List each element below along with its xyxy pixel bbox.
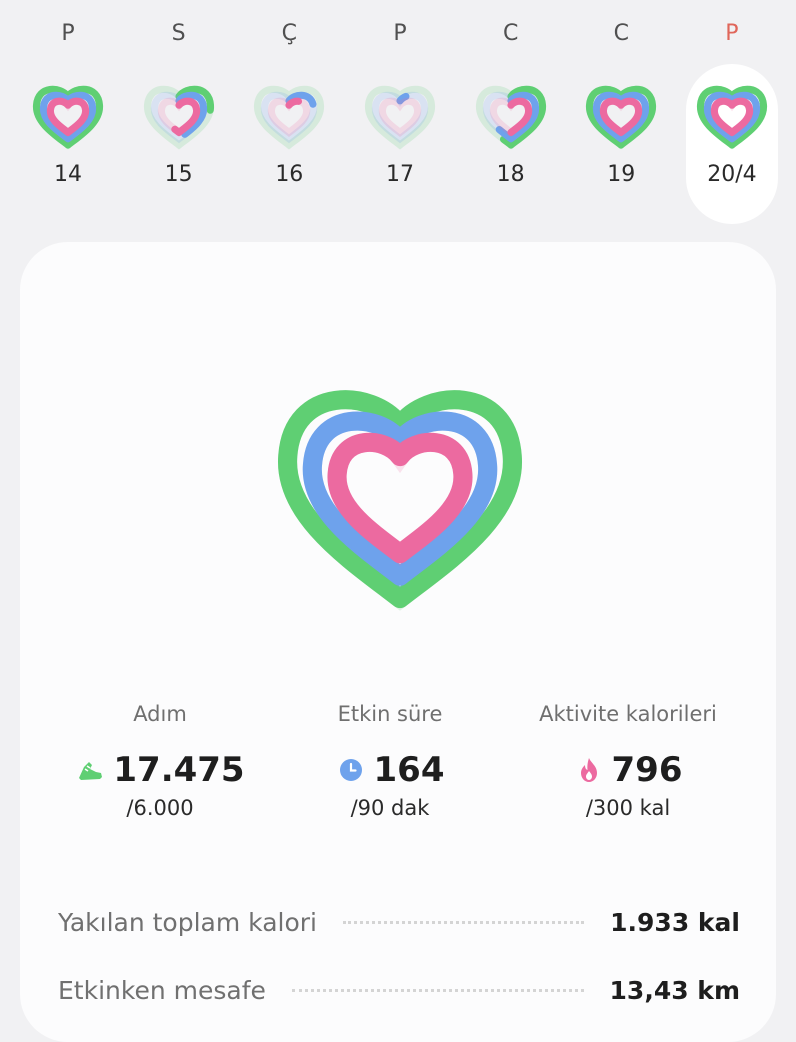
stat-label: Aktivite kalorileri <box>539 702 717 726</box>
summary-value: 13,43 km <box>609 975 740 1005</box>
active-ring-track <box>371 91 429 144</box>
calories-ring-progress <box>46 97 90 137</box>
week-strip: P 14 S 15 Ç 16 P 17 C 18 C 19 P 20/4 <box>20 0 780 230</box>
stat-goal: /300 kal <box>585 796 671 820</box>
summary-value: 1.933 kal <box>610 907 740 937</box>
day-14[interactable]: P 14 <box>20 0 116 230</box>
calories-ring-progress <box>600 97 643 137</box>
activity-stats: Adım 17.475 /6.000 Etkin süre <box>20 702 776 820</box>
active-ring-progress <box>261 91 318 143</box>
day-20-selected[interactable]: P 20/4 <box>684 0 780 230</box>
stat-goal: /6.000 <box>126 796 194 820</box>
stat-steps[interactable]: Adım 17.475 /6.000 <box>40 702 280 820</box>
day-letter: S <box>171 21 186 46</box>
activity-heart-icon <box>254 85 325 150</box>
day-number: 20/4 <box>707 162 757 187</box>
calories-ring-track <box>268 97 311 137</box>
day-19[interactable]: C 19 <box>573 0 669 230</box>
steps-ring-progress <box>475 85 546 149</box>
steps-ring-progress <box>33 85 103 149</box>
day-letter: P <box>393 21 407 46</box>
calories-ring-progress <box>710 97 754 137</box>
daily-activity-card: Adım 17.475 /6.000 Etkin süre <box>20 242 776 1042</box>
steps-ring-progress <box>278 390 522 609</box>
day-18[interactable]: C 18 <box>463 0 559 230</box>
day-letter: C <box>613 21 629 46</box>
stat-active-time[interactable]: Etkin süre 164 /90 dak <box>280 702 500 820</box>
summary-active-distance[interactable]: Etkinken mesafe 13,43 km <box>58 970 740 1010</box>
stat-value: 17.475 <box>113 750 245 790</box>
active-ring-progress <box>39 91 97 143</box>
stat-goal: /90 dak <box>350 796 430 820</box>
active-ring-progress <box>302 411 498 586</box>
activity-heart-icon <box>586 85 657 150</box>
stat-label: Adım <box>133 702 187 726</box>
day-letter: C <box>502 21 519 46</box>
day-number: 19 <box>607 162 636 187</box>
day-number: 15 <box>164 162 193 187</box>
day-15[interactable]: S 15 <box>131 0 227 230</box>
stat-label: Etkin süre <box>337 702 443 726</box>
day-17[interactable]: P 17 <box>352 0 448 230</box>
summary-total-calories[interactable]: Yakılan toplam kalori 1.933 kal <box>58 902 740 942</box>
day-number: 17 <box>385 162 414 187</box>
calories-ring-track <box>378 97 422 137</box>
calories-ring-progress <box>327 432 473 564</box>
day-letter: Ç <box>281 21 297 46</box>
day-number: 16 <box>275 162 304 187</box>
steps-ring-progress <box>143 85 214 149</box>
activity-heart-icon <box>364 85 435 150</box>
day-number: 14 <box>54 162 82 187</box>
activity-heart-icon <box>33 85 103 150</box>
active-ring-progress <box>150 91 207 143</box>
activity-heart-large-icon <box>278 390 522 611</box>
calories-ring-progress <box>489 97 532 137</box>
activity-heart-icon <box>696 85 767 150</box>
shoe-icon <box>75 755 105 785</box>
dotted-leader <box>291 988 584 992</box>
stat-value: 164 <box>373 750 445 790</box>
day-letter: P <box>61 21 75 46</box>
active-ring-progress <box>703 91 761 143</box>
steps-ring-track <box>254 85 325 150</box>
clock-icon <box>336 755 366 785</box>
activity-heart-icon <box>475 85 546 150</box>
steps-ring-track <box>364 85 435 150</box>
day-number: 18 <box>496 162 525 187</box>
day-16[interactable]: Ç 16 <box>241 0 337 230</box>
stat-activity-calories[interactable]: Aktivite kalorileri 796 /300 kal <box>500 702 756 820</box>
day-letter: P <box>725 21 739 46</box>
active-ring-progress <box>482 91 539 143</box>
steps-ring-progress <box>696 85 767 149</box>
calories-ring-progress <box>157 97 200 137</box>
flame-icon <box>574 755 604 785</box>
steps-ring-progress <box>586 85 657 149</box>
stat-value: 796 <box>611 750 683 790</box>
active-ring-progress <box>593 91 650 143</box>
summary-label: Etkinken mesafe <box>58 975 266 1005</box>
summary-label: Yakılan toplam kalori <box>58 907 317 937</box>
activity-heart-icon <box>143 85 214 150</box>
dotted-leader <box>342 920 585 924</box>
